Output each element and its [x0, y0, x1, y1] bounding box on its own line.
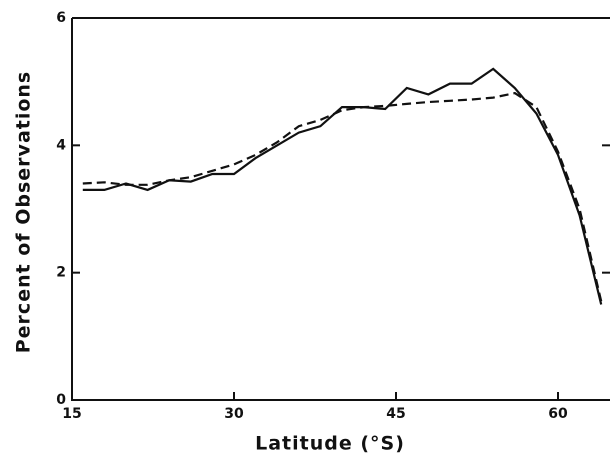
- y-tick-label: 2: [56, 265, 66, 281]
- x-tick-label: 30: [224, 406, 244, 422]
- x-axis-title: Latitude (°S): [255, 433, 405, 455]
- y-tick-label: 0: [56, 392, 66, 408]
- x-tick-label: 60: [548, 406, 568, 422]
- y-tick-label: 6: [56, 10, 66, 26]
- data-line: [82, 91, 603, 302]
- x-tick-label: 45: [386, 406, 405, 422]
- data-line: [82, 67, 603, 305]
- x-tick-label: 15: [62, 406, 81, 422]
- plot-frame: [71, 17, 610, 401]
- y-tick-label: 4: [56, 137, 66, 153]
- y-axis-title: Percent of Observations: [13, 71, 35, 354]
